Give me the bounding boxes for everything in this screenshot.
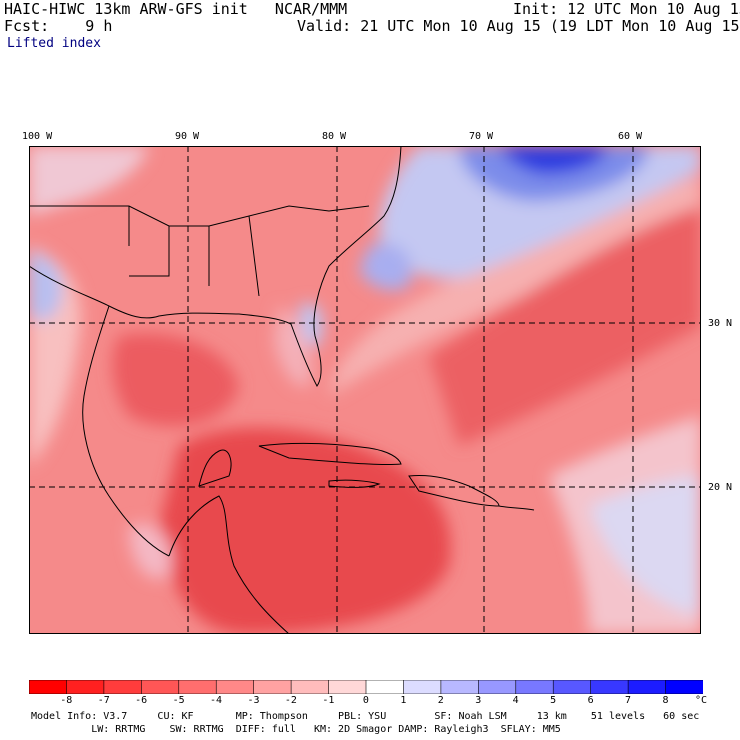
colorbar-swatch [590, 680, 629, 694]
colorbar-tick-label: 2 [437, 695, 444, 706]
colorbar-swatch [141, 680, 180, 694]
colorbar-tick-label: -2 [284, 695, 297, 706]
lon-label-70w: 70 W [469, 131, 494, 142]
colorbar-swatch [665, 680, 703, 694]
colorbar-swatch [29, 680, 68, 694]
valid-time: Valid: 21 UTC Mon 10 Aug 15 (19 LDT Mon … [297, 17, 740, 35]
lon-label-60w: 60 W [618, 131, 643, 142]
colorbar-swatch [552, 680, 592, 694]
lon-label-90w: 90 W [175, 131, 200, 142]
lon-label-100w: 100 W [22, 131, 53, 142]
model-info-line2: LW: RRTMG SW: RRTMG DIFF: full KM: 2D Sm… [31, 724, 561, 735]
colorbar-swatch [328, 680, 367, 694]
lat-label-30n: 30 N [708, 318, 733, 329]
colorbar-swatch [515, 680, 555, 694]
colorbar-tick-label: 6 [587, 695, 594, 706]
lifted-index-map [29, 146, 701, 634]
colorbar-swatch [365, 680, 405, 694]
graticule [29, 146, 701, 634]
colorbar-swatch [66, 680, 105, 694]
colorbar [29, 680, 703, 694]
colorbar-swatch [403, 680, 442, 694]
colorbar-tick-label: 1 [400, 695, 407, 706]
field-name: Lifted index [7, 36, 101, 51]
colorbar-swatch [440, 680, 480, 694]
colorbar-tick-label: -4 [210, 695, 223, 706]
colorbar-swatch [627, 680, 667, 694]
colorbar-tick-label: -3 [247, 695, 260, 706]
forecast-hour: Fcst: 9 h [4, 17, 113, 35]
colorbar-swatch [290, 680, 330, 694]
colorbar-tick-label: 4 [512, 695, 519, 706]
colorbar-tick-label: -8 [60, 695, 73, 706]
colorbar-tick-label: -7 [97, 695, 110, 706]
colorbar-tick-label: 0 [362, 695, 369, 706]
colorbar-tick-label: 8 [662, 695, 669, 706]
colorbar-tick-label: -5 [172, 695, 185, 706]
colorbar-swatch [215, 680, 255, 694]
colorbar-swatch [253, 680, 292, 694]
map-frame [29, 146, 701, 634]
coastlines [29, 146, 535, 634]
field-shading [29, 146, 701, 634]
colorbar-tick-label: 5 [550, 695, 557, 706]
colorbar-tick-label: 7 [625, 695, 632, 706]
colorbar-tick-label: 3 [475, 695, 482, 706]
lon-label-80w: 80 W [322, 131, 347, 142]
colorbar-tick-label: -6 [135, 695, 148, 706]
init-time: Init: 12 UTC Mon 10 Aug 15 [513, 0, 740, 18]
colorbar-unit: °C [695, 695, 708, 706]
colorbar-swatch [103, 680, 143, 694]
colorbar-swatch [178, 680, 218, 694]
colorbar-swatch [478, 680, 517, 694]
model-info-line1: Model Info: V3.7 CU: KF MP: Thompson PBL… [31, 711, 700, 722]
colorbar-tick-label: -1 [322, 695, 335, 706]
plot-title: HAIC-HIWC 13km ARW-GFS init NCAR/MMM [4, 0, 348, 18]
lat-label-20n: 20 N [708, 482, 733, 493]
